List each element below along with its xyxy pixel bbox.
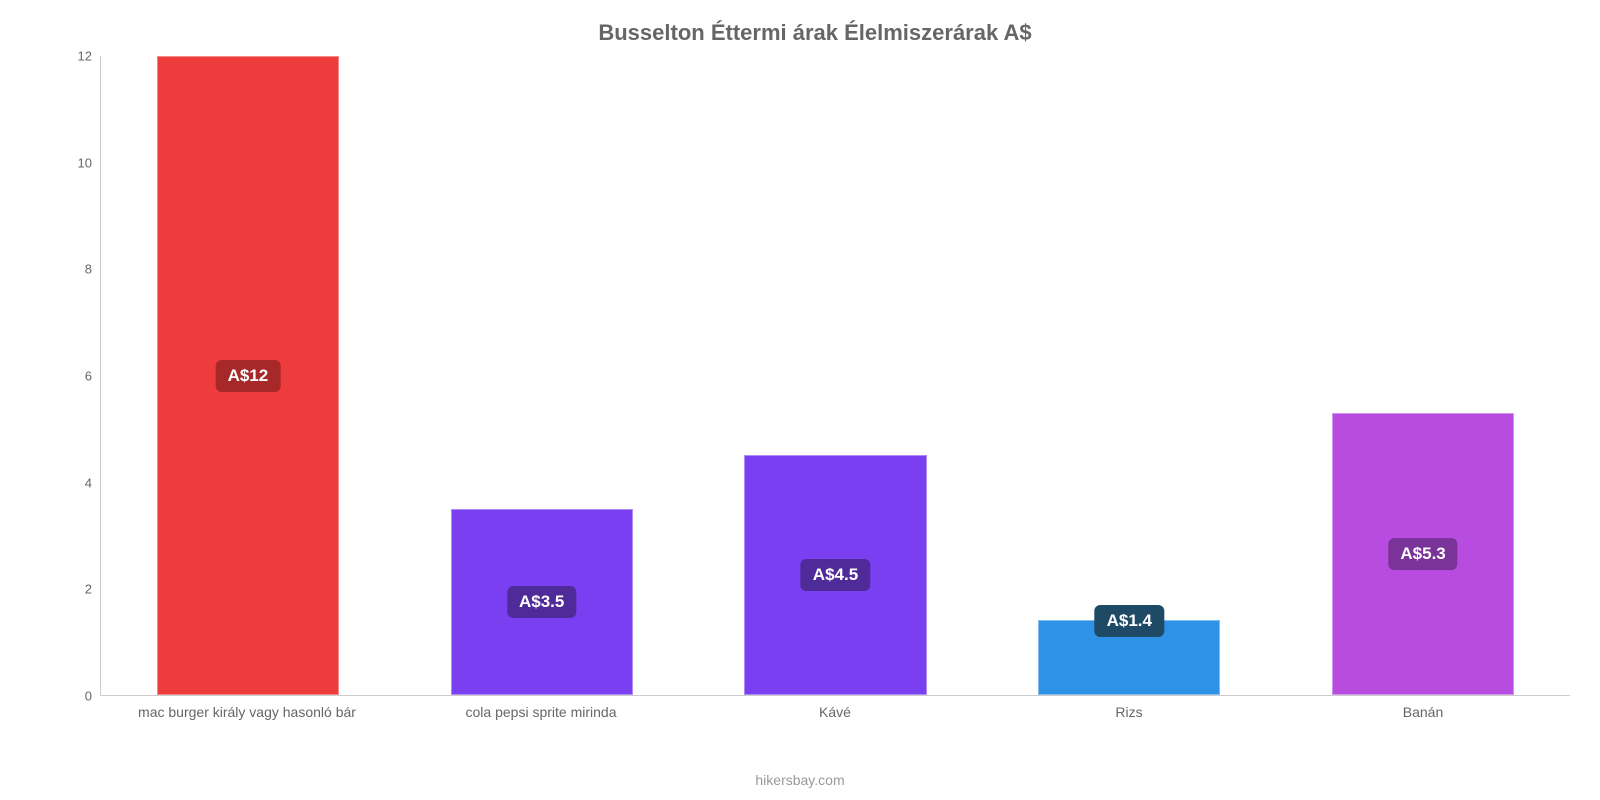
plot-area: A$12 A$3.5 A$4.5 A$1.4 A$5.3 [100, 56, 1570, 696]
y-tick: 2 [85, 582, 92, 597]
y-tick: 6 [85, 369, 92, 384]
x-axis-label: Banán [1276, 704, 1570, 720]
bar-slot: A$3.5 [395, 56, 689, 695]
bar: A$12 [157, 56, 339, 695]
x-axis-label: mac burger király vagy hasonló bár [100, 704, 394, 720]
bar: A$3.5 [451, 509, 633, 695]
x-axis-labels: mac burger király vagy hasonló bárcola p… [100, 704, 1570, 720]
bar-value-label: A$4.5 [801, 559, 870, 591]
y-tick: 8 [85, 262, 92, 277]
bar-slot: A$12 [101, 56, 395, 695]
price-bar-chart: Busselton Éttermi árak Élelmiszerárak A$… [0, 0, 1600, 800]
y-tick: 10 [78, 155, 92, 170]
bar-value-label: A$1.4 [1095, 605, 1164, 637]
bar-slot: A$5.3 [1276, 56, 1570, 695]
x-axis-label: Kávé [688, 704, 982, 720]
y-tick: 4 [85, 475, 92, 490]
y-tick: 12 [78, 49, 92, 64]
y-axis: 024681012 [60, 56, 100, 696]
bar-value-label: A$12 [216, 360, 281, 392]
bar-value-label: A$5.3 [1388, 538, 1457, 570]
chart-footer: hikersbay.com [0, 772, 1600, 788]
chart-title: Busselton Éttermi árak Élelmiszerárak A$ [60, 20, 1570, 46]
bar-slot: A$1.4 [982, 56, 1276, 695]
x-axis-label: cola pepsi sprite mirinda [394, 704, 688, 720]
bar: A$1.4 [1038, 620, 1220, 695]
bars-container: A$12 A$3.5 A$4.5 A$1.4 A$5.3 [101, 56, 1570, 695]
bar: A$5.3 [1332, 413, 1514, 695]
bar-slot: A$4.5 [689, 56, 983, 695]
x-axis-label: Rizs [982, 704, 1276, 720]
bar-value-label: A$3.5 [507, 586, 576, 618]
plot: 024681012 A$12A$3.5A$4.5A$1.4A$5.3 mac b… [60, 56, 1570, 696]
bar: A$4.5 [744, 455, 926, 695]
y-tick: 0 [85, 689, 92, 704]
